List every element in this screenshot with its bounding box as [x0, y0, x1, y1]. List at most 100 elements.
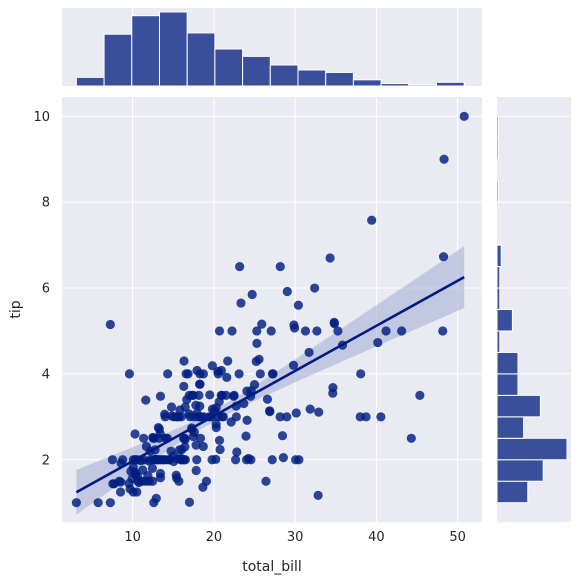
scatter-point [288, 360, 299, 370]
scatter-point [179, 356, 189, 366]
scatter-point [242, 415, 252, 425]
scatter-point [184, 497, 195, 507]
x-tick-label: 40 [368, 530, 385, 545]
x-axis-label: total_bill [242, 559, 302, 575]
scatter-point [291, 455, 301, 465]
scatter-point [147, 463, 158, 473]
scatter-point [282, 286, 292, 297]
scatter-point [179, 381, 189, 391]
scatter-point [252, 338, 262, 349]
right-histogram-bar [496, 437, 568, 461]
right-histogram-bar [496, 394, 541, 418]
right-histogram-bar [496, 137, 499, 160]
scatter-point [227, 326, 237, 336]
scatter-point [236, 298, 246, 308]
top-histogram-bar [75, 76, 105, 87]
scatter-point [277, 431, 288, 441]
scatter-point [198, 369, 209, 379]
scatter-point [291, 408, 301, 418]
scatter-point [257, 319, 267, 329]
scatter-point [241, 431, 251, 441]
scatter-point [241, 455, 252, 465]
scatter-point [174, 476, 184, 486]
right-histogram-bar [496, 330, 501, 353]
scatter-point [373, 337, 383, 348]
scatter-point [154, 424, 164, 434]
scatter-point [205, 390, 215, 400]
scatter-point [166, 446, 176, 456]
top-histogram-bar [131, 15, 160, 87]
right-histogram-bar [496, 309, 513, 332]
top-histogram-bar [103, 33, 133, 87]
y-tick-label: 6 [42, 282, 50, 297]
y-axis-label: tip [8, 300, 24, 318]
y-tick-labels: 2 4 6 8 10 [33, 110, 50, 468]
y-tick-label: 4 [42, 367, 50, 382]
scatter-point [215, 444, 225, 455]
scatter-point [312, 326, 322, 336]
scatter-point [180, 402, 190, 412]
scatter-point [214, 326, 225, 336]
top-histogram [75, 11, 465, 87]
scatter-point [251, 356, 261, 367]
x-tick-label: 10 [124, 530, 141, 545]
confidence-band [76, 246, 465, 515]
scatter-point [134, 477, 144, 488]
scatter-point [439, 154, 449, 164]
scatter-point [109, 479, 119, 489]
scatter-point [255, 369, 265, 379]
scatter-point [328, 383, 338, 393]
y-tick-label: 10 [33, 110, 50, 125]
scatter-point [459, 111, 469, 121]
scatter-point [261, 476, 271, 486]
scatter-point [278, 453, 288, 463]
scatter-point [198, 441, 208, 452]
scatter-point [214, 435, 225, 446]
regression-line-group [75, 275, 465, 494]
scatter-point [141, 395, 151, 405]
scatter-point [397, 326, 407, 336]
y-tick-label: 2 [42, 453, 50, 468]
scatter-point [231, 455, 241, 465]
scatter-point [226, 417, 236, 427]
scatter-point [154, 433, 164, 443]
right-histogram-bar [496, 373, 519, 396]
scatter-point [213, 369, 223, 379]
top-histogram-bar [408, 84, 438, 87]
right-histogram-bar [496, 480, 529, 504]
scatter-point [105, 498, 115, 508]
scatter-point [115, 487, 126, 497]
top-histogram-bar [297, 69, 327, 87]
right-histogram-bar [496, 459, 544, 482]
scatter-point [179, 433, 189, 443]
scatter-point [234, 369, 244, 379]
scatter-point [130, 429, 140, 439]
scatter-point [105, 319, 115, 330]
scatter-point [93, 498, 103, 508]
scatter-point [232, 447, 242, 457]
top-histogram-bar [242, 55, 271, 87]
scatter-point [107, 455, 118, 465]
scatter-point [247, 289, 257, 300]
scatter-point [249, 380, 260, 390]
scatter-point [329, 319, 339, 329]
right-histogram-bar [496, 115, 499, 139]
scatter-point [252, 326, 262, 336]
top-histogram-bar [186, 32, 216, 87]
scatter-point [149, 498, 159, 508]
scatter-point [163, 369, 173, 379]
right-histogram-bar [496, 244, 502, 268]
scatter-point [173, 412, 183, 422]
scatter-point [194, 390, 204, 400]
scatter-point [216, 390, 226, 400]
scatter-point [71, 498, 81, 508]
scatter-point [282, 412, 292, 422]
scatter-point [415, 390, 425, 400]
scatter-point [438, 326, 448, 336]
scatter-point [152, 455, 162, 465]
scatter-point [310, 283, 320, 293]
scatter-point [361, 412, 371, 422]
x-tick-label: 50 [449, 530, 466, 545]
scatter-point [275, 261, 285, 272]
